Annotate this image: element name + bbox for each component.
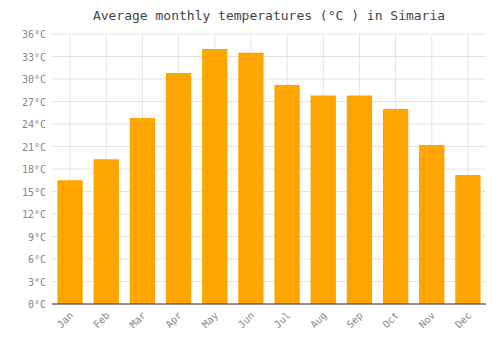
- x-tick-label: Jul: [272, 310, 293, 331]
- bar: [347, 96, 372, 305]
- y-tick-label: 15°C: [22, 187, 46, 198]
- y-tick-label: 12°C: [22, 209, 46, 220]
- y-grid-line: [52, 34, 486, 35]
- y-tick-label: 24°C: [22, 119, 46, 130]
- y-grid-line: [52, 79, 486, 80]
- x-tick-label: Dec: [453, 310, 474, 331]
- bar: [94, 159, 119, 304]
- bar: [57, 180, 82, 304]
- title: Average monthly temperatures (°C ) in Si…: [93, 8, 445, 23]
- grid: [52, 34, 486, 304]
- y-tick-label: 27°C: [22, 97, 46, 108]
- x-tick-label: Aug: [308, 310, 329, 331]
- y-tick-label: 0°C: [28, 299, 46, 310]
- bar: [202, 49, 227, 304]
- y-tick-label: 30°C: [22, 74, 46, 85]
- x-axis-line: [52, 304, 486, 305]
- y-tick-label: 33°C: [22, 52, 46, 63]
- y-grid-line: [52, 304, 486, 305]
- bar: [311, 96, 336, 305]
- x-tick-label: Feb: [91, 310, 112, 331]
- y-grid-line: [52, 101, 486, 102]
- bar: [455, 175, 480, 304]
- chart-container: Average monthly temperatures (°C ) in Si…: [0, 0, 500, 350]
- bar: [274, 85, 299, 304]
- bars: [57, 49, 480, 304]
- y-tick-label: 21°C: [22, 142, 46, 153]
- x-tick-label: Apr: [163, 310, 184, 331]
- x-tick-label: Sep: [344, 310, 365, 331]
- y-tick-label: 18°C: [22, 164, 46, 175]
- x-tick-label: Jun: [236, 310, 257, 331]
- x-tick-label: Nov: [417, 310, 438, 331]
- bar: [419, 145, 444, 304]
- chart: Average monthly temperatures (°C ) in Si…: [0, 0, 500, 350]
- bar: [130, 118, 155, 304]
- x-axis: Jan Feb Mar Apr May Jun Jul Aug Sep Oct Nov Dec: [52, 304, 486, 330]
- x-tick-label: Jan: [55, 310, 76, 331]
- bar: [383, 109, 408, 304]
- y-grid-line: [52, 56, 486, 57]
- y-tick-label: 9°C: [28, 232, 46, 243]
- x-tick-label: Mar: [127, 310, 148, 331]
- x-tick-label: May: [200, 310, 221, 331]
- bar: [238, 53, 263, 304]
- y-tick-label: 3°C: [28, 277, 46, 288]
- y-tick-label: 6°C: [28, 254, 46, 265]
- bar: [166, 73, 191, 304]
- y-grid-line: [52, 124, 486, 125]
- y-axis: 0°C 3°C 6°C 9°C 12°C 15°C 18°C 21°C 24°C 27°C 30°C…: [22, 29, 46, 310]
- x-tick-label: Oct: [380, 310, 401, 331]
- y-tick-label: 36°C: [22, 29, 46, 40]
